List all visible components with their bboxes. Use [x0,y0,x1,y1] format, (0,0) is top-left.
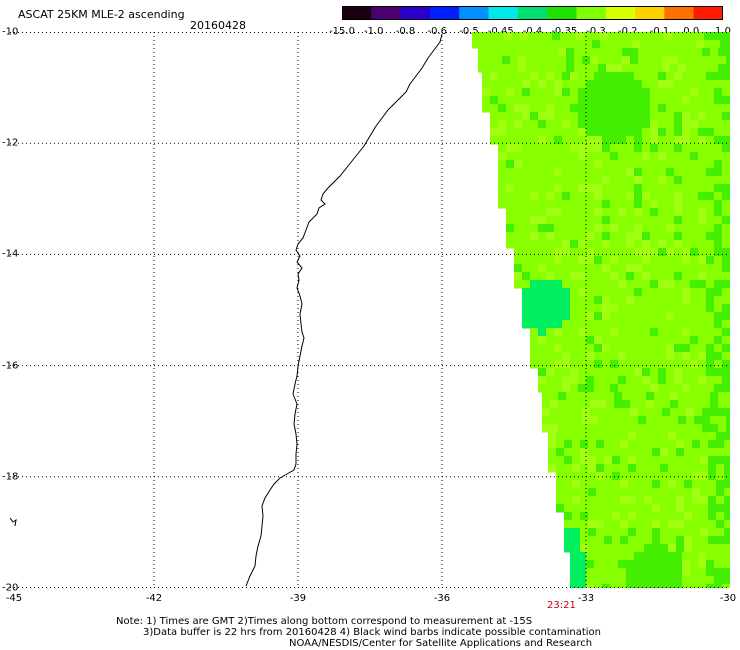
colorbar-label: -0.45 [487,26,514,37]
latitude-label: -18 [2,471,19,483]
note-line-3: NOAA/NESDIS/Center for Satellite Applica… [289,638,593,649]
colorbar-label: -1.0 [363,26,384,37]
colorbar-segment [693,6,723,20]
map-date: 20160428 [190,19,246,32]
colorbar-segment [664,6,695,20]
latitude-label: -16 [2,360,19,372]
map-grid [10,32,730,588]
longitude-label: -30 [719,593,737,604]
colorbar-label: -0.8 [395,26,416,37]
colorbar-segment [576,6,607,20]
coastline [245,33,443,587]
colorbar-segment [635,6,665,20]
colorbar-label: -0.35 [551,26,578,37]
colorbar-segment [517,6,548,20]
colorbar-segment [605,6,636,20]
map-frame [10,32,730,588]
colorbar-label: -0.4 [522,26,543,37]
colorbar-label: -0.2 [617,26,638,37]
latitude-label: -12 [2,137,19,149]
coast-island [10,517,17,527]
colorbar-label: -0.3 [586,26,606,37]
colorbar-label: 0.0 [683,26,700,37]
map-title: ASCAT 25KM MLE-2 ascending [18,8,185,21]
latitude-label: -14 [2,248,19,260]
note-line-1: Note: 1) Times are GMT 2)Times along bot… [116,616,533,627]
colorbar-label: -0.1 [649,26,670,37]
wind-swath [472,32,730,588]
colorbar-label: -15.0 [329,26,355,37]
colorbar-segment [400,6,431,20]
colorbar-label: 1.0 [715,26,731,37]
longitude-label: -36 [433,593,451,604]
note-line-2: 3)Data buffer is 22 hrs from 20160428 4)… [143,627,601,638]
colorbar-label: -0.6 [427,26,448,37]
colorbar-segment [459,6,490,20]
longitude-label: -39 [289,593,307,604]
colorbar-segment [342,6,372,20]
time-label: 23:21 [547,600,576,611]
colorbar-segment [429,6,460,20]
colorbar [342,6,723,20]
latitude-label: -20 [2,582,19,594]
longitude-label: -42 [145,593,163,604]
colorbar-segment [547,6,578,20]
colorbar-segment [371,6,402,20]
latitude-label: -10 [2,26,19,38]
colorbar-segment [488,6,519,20]
longitude-label: -33 [577,593,595,604]
longitude-label: -45 [5,593,23,604]
map-plot [10,32,730,588]
colorbar-label: -0.5 [459,26,479,37]
